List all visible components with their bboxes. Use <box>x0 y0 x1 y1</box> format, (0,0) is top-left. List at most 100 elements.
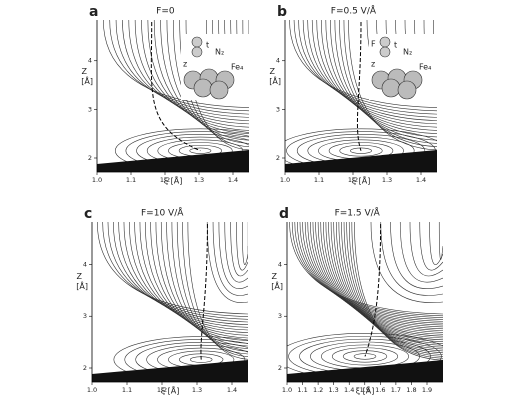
y-unit: [Å] <box>81 75 93 86</box>
contour <box>114 128 249 172</box>
contour <box>218 222 248 289</box>
x-label: ξ [Å] <box>352 175 371 186</box>
x-tick-label: 1.4 <box>227 386 237 394</box>
contour <box>113 336 248 382</box>
reaction-path <box>364 223 382 357</box>
contour <box>236 222 248 271</box>
x-tick-label: 1.3 <box>328 386 338 394</box>
contour <box>328 222 443 342</box>
panel: d F=1.5 V/Å 1.0 1.1 1.2 1.3 1.4 1.5 1.6 1.7 1.8 1.9… <box>271 206 443 396</box>
x-tick-label: 1.2 <box>348 176 358 184</box>
wall <box>287 360 443 382</box>
contour <box>333 222 443 346</box>
contour <box>330 20 437 138</box>
contour <box>179 20 249 147</box>
atom <box>381 78 401 98</box>
y-tick-label: 3 <box>88 105 92 113</box>
contour <box>438 222 443 260</box>
y-tick-label: 4 <box>276 57 280 65</box>
panel-label: a <box>89 4 98 20</box>
x-tick-label: 1.4 <box>228 176 238 184</box>
x-tick-label: 1.4 <box>344 386 354 394</box>
inset: t N₂ z Fe₄ F <box>369 34 439 100</box>
x-tick-label: 1.0 <box>87 386 97 394</box>
y-tick-label: 4 <box>278 260 282 268</box>
contour <box>134 222 248 333</box>
inset-t: t <box>394 41 397 50</box>
reaction-path <box>356 21 362 151</box>
contour <box>353 353 377 360</box>
x-tick-label: 1.9 <box>422 386 432 394</box>
contour <box>350 147 372 154</box>
y-tick-label: 3 <box>83 312 87 320</box>
contour <box>354 222 443 361</box>
x-tick-label: 1.0 <box>92 176 102 184</box>
y-label: Z <box>77 272 83 281</box>
contour <box>230 222 248 277</box>
y-unit: [Å] <box>76 280 88 291</box>
x-tick-label: 1.7 <box>391 386 401 394</box>
x-label: ξ [Å] <box>356 385 375 396</box>
inset-z: z <box>183 60 187 69</box>
x-tick-label: 1.1 <box>122 386 132 394</box>
panel-label: c <box>84 206 92 222</box>
x-tick-label: 1.3 <box>382 176 392 184</box>
contour <box>128 20 249 121</box>
x-tick-label: 1.8 <box>406 386 416 394</box>
contour <box>147 20 249 131</box>
y-tick-label: 2 <box>83 364 87 372</box>
y-unit: [Å] <box>269 75 281 86</box>
contour <box>123 222 248 328</box>
x-tick-label: 1.5 <box>360 386 370 394</box>
contour <box>144 222 248 339</box>
y-label: Z <box>272 272 278 281</box>
inset-z: z <box>371 60 375 69</box>
x-tick-label: 1.2 <box>160 176 170 184</box>
x-tick-label: 1.0 <box>282 386 292 394</box>
atom <box>191 46 203 58</box>
panel-title: F=10 V/Å <box>141 207 184 219</box>
contour <box>320 20 437 131</box>
contour <box>331 347 399 366</box>
contour <box>118 222 248 325</box>
y-tick-label: 4 <box>83 260 87 268</box>
contour <box>224 222 248 283</box>
contour <box>339 20 437 144</box>
contour <box>409 222 443 277</box>
y-tick-label: 4 <box>88 57 92 65</box>
contour <box>141 20 249 128</box>
contour <box>325 20 437 134</box>
inset-field: F <box>371 40 376 49</box>
contour <box>155 222 248 344</box>
inset-t: t <box>206 41 209 50</box>
contour <box>429 222 443 265</box>
contour <box>297 222 443 320</box>
x-label: ξ [Å] <box>164 175 183 186</box>
inset-surface: Fe₄ <box>231 63 243 72</box>
contour <box>316 20 437 128</box>
contour <box>182 222 248 357</box>
wall <box>92 360 248 382</box>
contour <box>348 222 443 357</box>
contour <box>343 20 437 147</box>
contour <box>330 222 443 344</box>
contour <box>97 222 248 315</box>
contour <box>166 20 249 141</box>
atom <box>379 36 391 48</box>
y-tick-label: 2 <box>88 154 92 162</box>
y-tick-label: 3 <box>276 105 280 113</box>
plot <box>92 222 248 382</box>
x-tick-label: 1.1 <box>297 386 307 394</box>
wall <box>97 150 249 172</box>
contour <box>311 20 437 125</box>
panel: c F=10 V/Å 1.0 1.1 1.2 1.3 1.4 2 3 4Z[Å] ξ [Å] <box>76 206 248 396</box>
contour <box>153 20 249 134</box>
plot <box>287 222 443 382</box>
y-tick-label: 2 <box>276 154 280 162</box>
contour <box>341 222 443 352</box>
contour <box>122 20 249 118</box>
plot <box>285 20 437 172</box>
contour <box>109 20 249 112</box>
atom <box>191 36 203 48</box>
contour <box>343 222 443 354</box>
